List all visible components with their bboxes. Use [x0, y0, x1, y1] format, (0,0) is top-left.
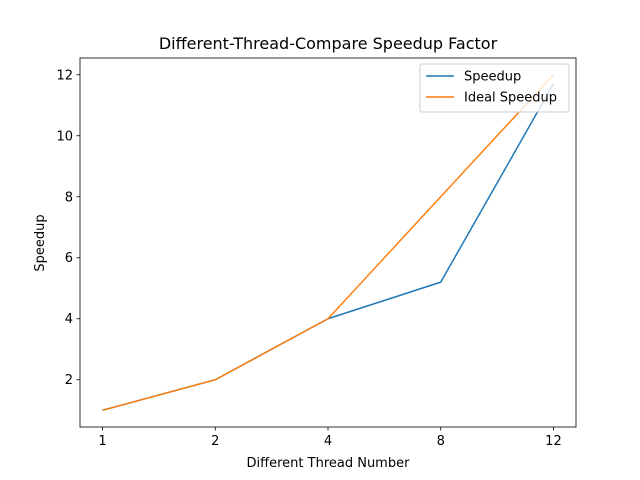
series-line-1 [102, 74, 555, 411]
y-tick-label: 6 [65, 251, 73, 266]
x-tick-label: 2 [211, 434, 219, 449]
legend-label-1: Ideal Speedup [464, 91, 557, 106]
x-tick-label: 12 [545, 434, 562, 449]
y-tick-label: 10 [56, 129, 73, 144]
x-tick-label: 4 [324, 434, 332, 449]
x-axis-label: Different Thread Number [247, 456, 411, 471]
y-tick-label: 4 [65, 312, 73, 327]
legend: Speedup Ideal Speedup [419, 63, 570, 113]
y-tick-label: 2 [65, 373, 73, 388]
y-tick-label: 8 [65, 190, 73, 205]
chart-title: Different-Thread-Compare Speedup Factor [159, 34, 498, 53]
x-tick-label: 1 [98, 434, 106, 449]
x-tick-label: 8 [437, 434, 445, 449]
legend-label-0: Speedup [464, 70, 521, 85]
legend-box [419, 63, 570, 113]
y-tick-label: 12 [56, 68, 73, 83]
y-axis-label: Speedup [33, 214, 48, 271]
